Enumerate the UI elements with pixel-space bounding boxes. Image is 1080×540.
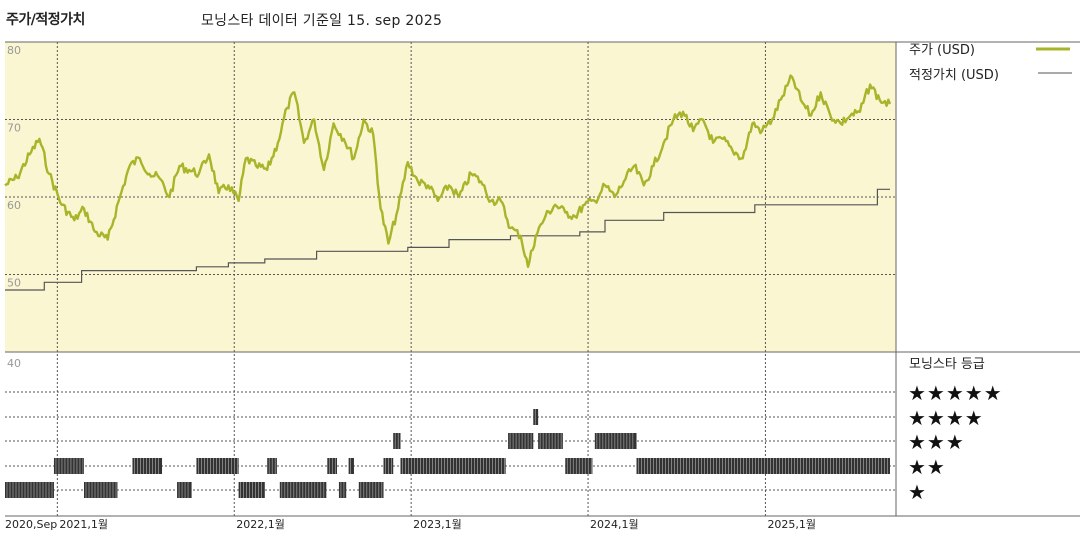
- x-tick-label: 2020,Sep: [5, 518, 57, 531]
- rating-block: [196, 458, 239, 474]
- legend-price-label: 주가 (USD): [909, 43, 975, 58]
- rating-bars: [5, 409, 890, 498]
- rating-block: [508, 433, 534, 449]
- rating-segment-4-star: [533, 409, 539, 425]
- rating-segment-1-star: [338, 482, 347, 498]
- rating-segment-3-star: [508, 433, 534, 449]
- y-axis-ticks: 80 70 60 50 40: [7, 44, 21, 370]
- rating-block: [53, 458, 85, 474]
- x-tick-label: 2022,1월: [236, 518, 285, 531]
- rating-segment-2-star: [383, 458, 394, 474]
- rating-block: [238, 482, 265, 498]
- legend-rating-title: 모닝스타 등급: [909, 357, 985, 372]
- rating-block: [533, 409, 539, 425]
- rating-segment-2-star: [53, 458, 85, 474]
- rating-segment-1-star: [177, 482, 192, 498]
- rating-block: [594, 433, 637, 449]
- y-tick-label: 60: [7, 199, 21, 212]
- x-tick-label: 2023,1월: [413, 518, 462, 531]
- x-axis-ticks: 2020,Sep 2021,1월 2022,1월 2023,1월 2024,1월 2025…: [5, 518, 816, 531]
- legend-fair-value-label: 적정가치 (USD): [909, 68, 999, 83]
- y-tick-label: 50: [7, 277, 21, 290]
- price-series: [4, 74, 892, 268]
- rating-panel-background: [5, 352, 896, 516]
- fair-value-line: [5, 188, 890, 291]
- x-tick-label: 2021,1월: [59, 518, 108, 531]
- chart-title: 주가/적정가치: [6, 12, 85, 28]
- rating-block: [132, 458, 163, 474]
- rating-y-tick-label: 40: [7, 357, 21, 370]
- rating-segment-2-star: [132, 458, 163, 474]
- chart-subtitle: 모닝스타 데이터 기준일 15. sep 2025: [201, 13, 443, 29]
- price-line: [4, 74, 892, 268]
- rating-block: [358, 482, 384, 498]
- rating-segment-3-star: [393, 433, 401, 449]
- rating-segment-1-star: [238, 482, 265, 498]
- rating-block: [400, 458, 506, 474]
- x-tick-label: 2024,1월: [590, 518, 639, 531]
- y-tick-label: 80: [7, 44, 21, 57]
- legend: 주가 (USD) 적정가치 (USD) 모닝스타 등급 ★★★★★ ★★★★ ★…: [908, 43, 1072, 504]
- rating-segment-2-star: [196, 458, 239, 474]
- legend-stars-4: ★★★★: [908, 406, 984, 430]
- rating-block: [636, 458, 890, 474]
- rating-block: [348, 458, 354, 474]
- rating-segment-2-star: [400, 458, 506, 474]
- rating-segment-1-star: [5, 482, 54, 498]
- rating-segment-3-star: [594, 433, 637, 449]
- legend-stars-2: ★★: [908, 455, 946, 479]
- x-tick-label: 2025,1월: [767, 518, 816, 531]
- rating-block: [565, 458, 593, 474]
- rating-block: [538, 433, 563, 449]
- legend-stars-5: ★★★★★: [908, 381, 1003, 405]
- rating-segment-2-star: [327, 458, 337, 474]
- rating-segment-1-star: [279, 482, 327, 498]
- rating-segment-2-star: [565, 458, 593, 474]
- rating-segment-2-star: [348, 458, 354, 474]
- rating-segment-2-star: [636, 458, 890, 474]
- rating-block: [393, 433, 401, 449]
- legend-stars-1: ★: [908, 480, 927, 504]
- rating-block: [5, 482, 54, 498]
- rating-segment-2-star: [267, 458, 277, 474]
- rating-segment-1-star: [84, 482, 118, 498]
- rating-segment-1-star: [358, 482, 384, 498]
- fair-value-series: [5, 188, 890, 291]
- rating-block: [338, 482, 347, 498]
- rating-segment-3-star: [538, 433, 563, 449]
- grid-layer: [5, 42, 896, 516]
- y-tick-label: 70: [7, 122, 21, 135]
- legend-stars-3: ★★★: [908, 430, 965, 454]
